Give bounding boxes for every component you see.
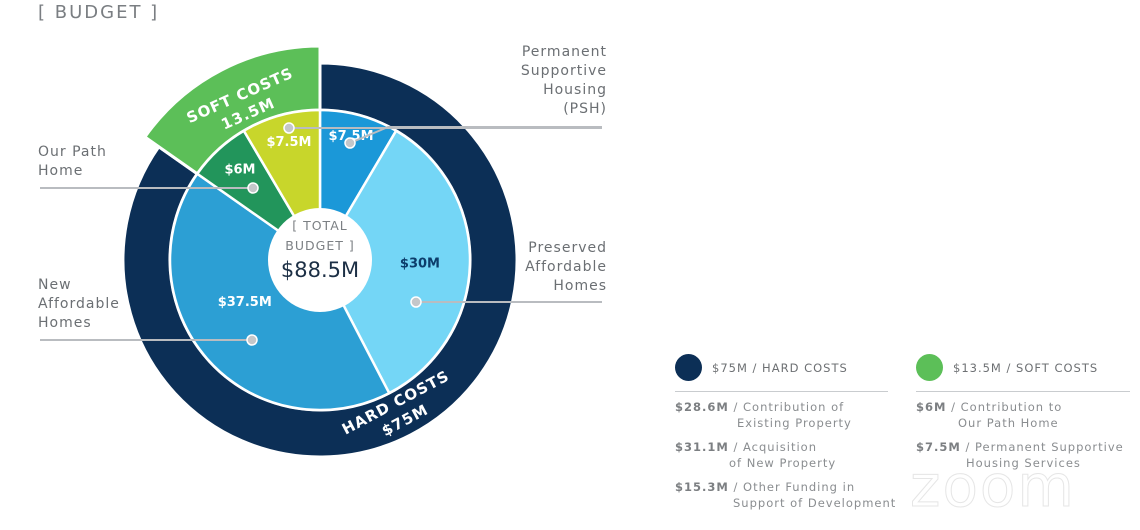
legend-item: $7.5M / Permanent Supportive Housing Serv… [916, 440, 1124, 470]
segment-value-label: $37.5M [218, 295, 272, 310]
callout-text: Our Path [38, 144, 107, 160]
legend-heading: $75M / HARD COSTS [712, 361, 848, 375]
callout-text: Homes [553, 278, 607, 294]
callout-text: Affordable [38, 296, 120, 312]
callout-text: Homes [38, 315, 92, 331]
callout-text: New [38, 277, 72, 293]
callout-our-path-home: Our Path Home [38, 143, 107, 181]
callout-text: Preserved [528, 240, 607, 256]
callout-text: Home [38, 163, 84, 179]
callout-text: Affordable [525, 259, 607, 275]
hard-costs-swatch [675, 354, 702, 381]
callout-psh: Permanent Supportive Housing (PSH) [470, 43, 607, 119]
callout-text: Permanent [521, 44, 607, 60]
callout-text: (PSH) [563, 101, 607, 117]
callout-text: Housing [543, 82, 607, 98]
legend-item: $15.3M / Other Funding in Support of Deve… [675, 480, 897, 510]
callout-dot [246, 334, 258, 346]
divider [916, 391, 1130, 392]
legend-item: $6M / Contribution to Our Path Home [916, 400, 1063, 430]
soft-costs-swatch [916, 354, 943, 381]
segment-value-label: $7.5M [266, 135, 311, 150]
center-hole [268, 208, 372, 312]
center-label: BUDGET ] [285, 238, 354, 253]
callout-text: Supportive [520, 63, 607, 79]
center-label: [ TOTAL [292, 218, 348, 233]
callout-dot [283, 122, 295, 134]
page-title: [ BUDGET ] [38, 2, 160, 23]
segment-value-label: $7.5M [329, 129, 374, 144]
legend-item: $31.1M / Acquisition of New Property [675, 440, 837, 470]
segment-value-label: $30M [400, 257, 440, 272]
segment-value-label: $6M [224, 162, 255, 177]
center-total-value: $88.5M [281, 258, 359, 282]
callout-dot [410, 296, 422, 308]
callout-dot [344, 137, 356, 149]
callout-new-affordable: New Affordable Homes [38, 276, 120, 333]
legend-heading: $13.5M / SOFT COSTS [953, 361, 1099, 375]
divider [675, 391, 888, 392]
callout-dot [247, 182, 259, 194]
zoom-watermark: zoom [910, 452, 1076, 521]
legend-item: $28.6M / Contribution of Existing Propert… [675, 400, 852, 430]
callout-preserved: Preserved Affordable Homes [480, 239, 607, 296]
